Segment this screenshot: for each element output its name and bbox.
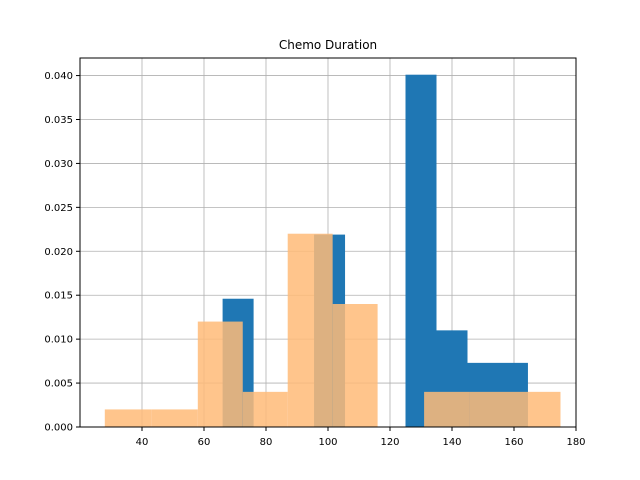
histogram-bar-series-2: [151, 409, 198, 427]
histogram-bar-series-1: [405, 74, 437, 427]
histogram-bar-series-2: [197, 321, 243, 427]
x-tick-label: 160: [504, 437, 523, 448]
histogram-bar-series-2: [469, 391, 514, 427]
y-tick-label: 0.025: [44, 203, 73, 214]
x-axis-ticks: 40 60 80 100 120 140 160 180: [136, 427, 586, 448]
x-tick-label: 60: [198, 437, 211, 448]
y-tick-label: 0.040: [44, 71, 73, 82]
histogram-bar-series-2: [514, 391, 561, 427]
histogram-bar-series-2: [104, 409, 152, 427]
x-tick-label: 180: [566, 437, 585, 448]
y-tick-label: 0.000: [44, 423, 73, 434]
y-tick-label: 0.020: [44, 247, 73, 258]
histogram-bar-series-2: [287, 233, 333, 427]
y-tick-label: 0.035: [44, 115, 73, 126]
y-tick-label: 0.015: [44, 291, 73, 302]
histogram-bar-series-2: [242, 391, 288, 427]
x-tick-label: 40: [136, 437, 149, 448]
x-tick-label: 140: [442, 437, 461, 448]
histogram-bar-series-2: [332, 304, 378, 427]
chart-title: Chemo Duration: [279, 38, 377, 52]
x-tick-label: 120: [380, 437, 399, 448]
histogram-bars: [104, 74, 561, 427]
y-tick-label: 0.030: [44, 159, 73, 170]
x-tick-label: 80: [260, 437, 273, 448]
y-tick-label: 0.010: [44, 335, 73, 346]
y-tick-label: 0.005: [44, 379, 73, 390]
histogram-bar-series-2: [424, 391, 470, 427]
x-tick-label: 100: [318, 437, 337, 448]
y-axis-ticks: 0.000 0.005 0.010 0.015 0.020 0.025 0.030 0.035…: [44, 71, 80, 434]
